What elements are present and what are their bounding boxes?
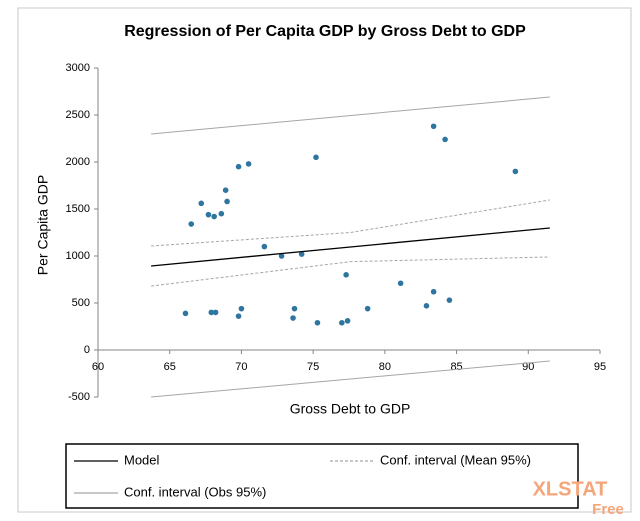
point — [512, 168, 519, 175]
point — [245, 161, 252, 167]
x-tick-label: 90 — [522, 361, 534, 373]
y-tick-label: 1000 — [66, 250, 90, 262]
y-axis-title: Per Capita GDP — [35, 175, 51, 275]
point — [446, 297, 453, 303]
x-tick-label: 95 — [594, 361, 606, 373]
chart-title: Regression of Per Capita GDP by Gross De… — [124, 23, 526, 40]
point — [188, 221, 195, 227]
point — [224, 198, 230, 205]
chart-frame — [17, 7, 632, 513]
point — [430, 288, 437, 295]
point — [205, 211, 212, 218]
y-tick-label: 2500 — [66, 109, 90, 121]
legend-label: Conf. interval (Obs 95%) — [124, 484, 266, 499]
point — [423, 303, 430, 309]
legend-label: Model — [124, 452, 160, 467]
x-tick-label: 80 — [379, 361, 391, 373]
point — [291, 305, 298, 312]
point — [290, 315, 296, 321]
regression-line — [151, 96, 550, 135]
x-tick-label: 85 — [450, 361, 462, 373]
x-tick-label: 65 — [164, 361, 176, 373]
watermark: XLSTAT — [533, 478, 608, 500]
point — [238, 305, 245, 312]
point — [364, 305, 371, 312]
y-tick-label: 0 — [84, 344, 90, 356]
y-tick-label: -500 — [68, 391, 90, 403]
x-axis-title: Gross Debt to GDP — [290, 401, 411, 417]
point — [222, 187, 229, 193]
point — [261, 243, 268, 250]
y-tick-label: 3000 — [66, 62, 90, 74]
point — [211, 213, 217, 220]
point — [235, 313, 242, 319]
x-tick-label: 75 — [307, 361, 319, 373]
point — [298, 251, 305, 257]
y-tick-label: 2000 — [66, 156, 90, 168]
point — [339, 319, 345, 326]
watermark-sub: Free — [592, 501, 624, 518]
point — [430, 123, 437, 130]
point — [235, 163, 242, 170]
point — [278, 253, 285, 259]
point — [198, 200, 205, 207]
point — [314, 319, 321, 326]
point — [212, 309, 219, 316]
x-tick-label: 70 — [235, 361, 247, 373]
regression-line — [151, 360, 550, 398]
point — [182, 310, 189, 317]
point — [218, 210, 225, 217]
regression-line — [151, 256, 550, 287]
x-tick-label: 60 — [92, 361, 104, 373]
point — [313, 154, 319, 161]
point — [208, 309, 215, 316]
y-tick-label: 500 — [72, 297, 90, 309]
legend-box — [65, 443, 579, 509]
point — [343, 272, 349, 278]
point — [397, 280, 404, 287]
point — [442, 136, 448, 143]
regression-line — [151, 227, 550, 267]
regression-line — [151, 199, 550, 247]
y-tick-label: 1500 — [66, 203, 90, 215]
legend-label: Conf. interval (Mean 95%) — [380, 452, 531, 467]
point — [344, 318, 351, 324]
